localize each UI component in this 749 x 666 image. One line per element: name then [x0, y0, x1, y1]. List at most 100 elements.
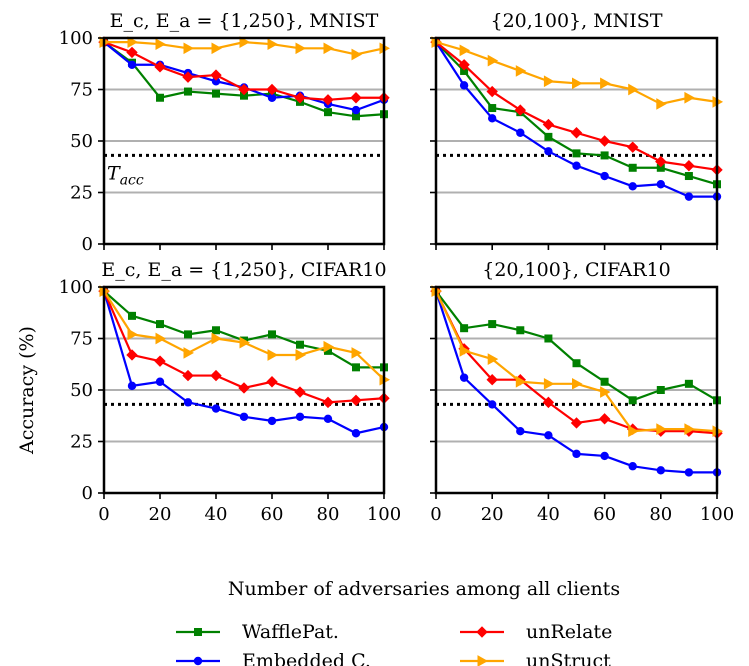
data-point [656, 180, 665, 189]
data-point [683, 160, 695, 172]
data-point [295, 412, 305, 421]
data-point [570, 417, 583, 429]
data-point [323, 42, 335, 55]
data-point [488, 104, 497, 113]
series-unstruct [99, 36, 391, 61]
series-unstruct [431, 36, 724, 110]
data-point [350, 394, 362, 407]
panel-title: {20,100}, CIFAR10 [482, 259, 671, 281]
data-point [656, 466, 665, 475]
data-point [628, 83, 639, 96]
data-point [323, 340, 335, 353]
data-point [210, 369, 222, 382]
data-point [488, 320, 497, 329]
legend-label: WafflePat. [242, 621, 339, 643]
data-point [352, 363, 360, 372]
data-point [295, 42, 307, 55]
series-unrelate [430, 36, 723, 176]
data-point [211, 42, 223, 55]
data-point [239, 36, 251, 48]
y-axis-label: Accuracy (%) [16, 326, 38, 455]
data-point [684, 172, 693, 181]
data-point [294, 386, 306, 398]
data-point [155, 332, 167, 345]
data-point [516, 427, 525, 436]
data-point [684, 192, 694, 201]
data-point [515, 375, 527, 388]
data-point [544, 334, 553, 343]
data-point [323, 414, 333, 424]
data-point [598, 135, 611, 147]
data-point [156, 320, 164, 329]
data-point [210, 69, 222, 81]
series-line [103, 41, 385, 118]
data-point [267, 416, 277, 426]
data-point [628, 182, 637, 191]
data-point [183, 42, 195, 55]
x-tick-label: 100 [367, 504, 401, 525]
data-point [544, 431, 553, 440]
y-tick-label: 25 [70, 432, 93, 453]
data-point [184, 87, 192, 96]
data-point [572, 77, 583, 90]
data-point [600, 451, 609, 461]
data-point [128, 311, 136, 320]
x-tick-label: 40 [205, 504, 228, 525]
series-embedded-c [99, 286, 389, 438]
data-point [182, 369, 194, 382]
data-point [294, 92, 306, 104]
data-point [182, 71, 194, 83]
series-embedded-c [431, 37, 722, 201]
data-point [351, 347, 363, 359]
x-tick-label: 0 [98, 504, 109, 525]
data-point [322, 94, 334, 106]
y-tick-label: 75 [70, 80, 93, 101]
panel-1: 0 25 50 75 100 E_c, E_a = {1,250}, MNIST Tacc [59, 10, 391, 255]
data-point [351, 429, 361, 438]
data-point [544, 147, 553, 156]
panel-2: {20,100}, MNIST [430, 10, 724, 250]
data-point [350, 92, 362, 104]
data-point [628, 163, 637, 172]
data-point [155, 38, 167, 51]
data-point [572, 377, 583, 390]
data-point [572, 359, 581, 368]
data-point [459, 81, 469, 90]
data-point [459, 345, 471, 357]
data-point [459, 373, 469, 382]
data-point [544, 132, 553, 141]
data-point [156, 93, 164, 102]
x-axis-label: Number of adversaries among all clients [228, 578, 620, 600]
legend-marker [193, 656, 203, 666]
data-point [600, 386, 611, 398]
x-tick-label: 20 [149, 504, 172, 525]
data-point [656, 386, 665, 394]
data-point [459, 44, 471, 57]
data-point [600, 171, 609, 181]
data-point [324, 108, 332, 117]
y-tick-label: 50 [70, 131, 93, 152]
series-unstruct [431, 285, 724, 438]
data-point [211, 332, 223, 345]
y-tick-label: 75 [70, 329, 93, 350]
legend-label: unRelate [526, 621, 612, 643]
x-tick-label: 60 [593, 504, 616, 525]
x-tick-label: 60 [261, 504, 284, 525]
data-point [322, 396, 334, 409]
y-tick-label: 100 [59, 277, 93, 298]
data-point [486, 373, 498, 386]
data-point [295, 349, 307, 361]
series-line [435, 41, 718, 106]
data-point [239, 412, 249, 421]
legend-entry: unRelate [460, 621, 612, 643]
legend-marker [477, 655, 489, 666]
series-line [435, 41, 717, 198]
data-point [296, 340, 304, 349]
data-point [212, 89, 220, 98]
data-point [684, 379, 693, 388]
x-tick-label: 80 [649, 504, 672, 525]
data-point [268, 330, 276, 339]
y-tick-label: 0 [82, 483, 93, 504]
data-point [460, 324, 469, 333]
